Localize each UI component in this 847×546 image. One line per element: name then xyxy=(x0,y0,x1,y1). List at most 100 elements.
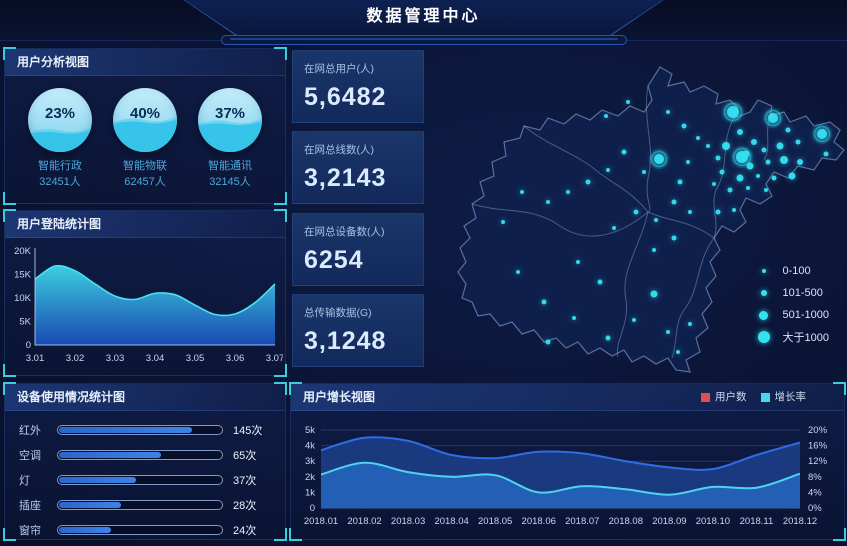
gauge-wave xyxy=(113,116,177,152)
gauge-wave xyxy=(198,118,262,152)
corner-bracket xyxy=(3,364,16,377)
gauge-row: 23% 智能行政 32451人 40% 智能物联 62457人 xyxy=(5,76,285,191)
legend-row: 0-100 xyxy=(757,260,830,282)
svg-text:5k: 5k xyxy=(305,425,315,436)
svg-text:3.02: 3.02 xyxy=(66,353,85,364)
gauge-wave xyxy=(28,127,92,152)
svg-text:3.01: 3.01 xyxy=(26,353,45,364)
svg-text:8%: 8% xyxy=(808,472,822,483)
stat-card-total-data: 总传输数据(G) 3,1248 xyxy=(292,294,424,367)
stat-card-total-lines: 在网总线数(人) 3,2143 xyxy=(292,131,424,204)
device-bar-list: 红外 145次 空调 65次 灯 37次 插座 28次 窗帘 xyxy=(5,411,285,542)
liquid-gauge: 23% xyxy=(28,88,92,152)
header: 数据管理中心 xyxy=(0,0,847,45)
province-bubble-map xyxy=(457,66,845,373)
gauge-label: 智能物联 62457人 xyxy=(123,160,167,188)
liquid-gauge: 40% xyxy=(113,88,177,152)
stat-title: 在网总用户(人) xyxy=(304,63,374,75)
corner-bracket xyxy=(274,192,287,205)
svg-text:2018.01: 2018.01 xyxy=(304,516,338,527)
svg-text:2018.12: 2018.12 xyxy=(783,516,817,527)
stat-title: 总传输数据(G) xyxy=(304,307,372,319)
svg-text:0: 0 xyxy=(310,503,315,514)
svg-text:10K: 10K xyxy=(14,293,32,304)
panel-user-growth: 用户增长视图 用户数 增长率 0 1k 2k 3k 4k 5k 0% 4% 8% 12% 16% 20… xyxy=(289,382,846,541)
svg-text:4%: 4% xyxy=(808,487,822,498)
corner-bracket xyxy=(289,382,302,395)
device-label: 空调 xyxy=(19,449,41,462)
stat-value: 3,1248 xyxy=(304,327,387,355)
gauge-iot: 40% 智能物联 62457人 xyxy=(108,88,182,191)
bar-track xyxy=(57,524,223,535)
svg-text:3.03: 3.03 xyxy=(106,353,125,364)
svg-text:4k: 4k xyxy=(305,441,315,452)
panel-header: 用户增长视图 用户数 增长率 xyxy=(291,384,844,411)
growth-legend: 用户数 增长率 xyxy=(701,384,806,410)
gauge-percent: 37% xyxy=(214,105,246,122)
legend-label: 大于1000 xyxy=(782,332,829,344)
device-bar-row: 灯 37次 xyxy=(19,467,271,492)
legend-row: 大于1000 xyxy=(757,326,830,348)
stat-card-column: 在网总用户(人) 5,6482 在网总线数(人) 3,2143 在网总设备数(人… xyxy=(292,0,424,546)
device-bar-row: 插座 28次 xyxy=(19,492,271,517)
bar-track xyxy=(57,499,223,510)
svg-text:15K: 15K xyxy=(14,270,32,281)
stat-value: 6254 xyxy=(304,246,364,274)
svg-text:20K: 20K xyxy=(14,246,32,257)
svg-text:0%: 0% xyxy=(808,503,822,514)
bar-track xyxy=(57,474,223,485)
svg-text:2018.05: 2018.05 xyxy=(478,516,512,527)
page-title: 数据管理中心 xyxy=(366,8,481,25)
svg-text:2018.07: 2018.07 xyxy=(565,516,599,527)
svg-text:3.07: 3.07 xyxy=(266,353,283,364)
bar-fill xyxy=(59,526,112,533)
svg-text:2018.02: 2018.02 xyxy=(347,516,381,527)
corner-bracket xyxy=(833,382,846,395)
svg-text:2018.04: 2018.04 xyxy=(434,516,468,527)
legend-dot xyxy=(757,331,770,343)
bar-fill xyxy=(59,501,122,508)
bar-fill xyxy=(59,476,137,483)
legend-dot xyxy=(760,290,767,296)
login-area-chart: 0 5K 10K 15K 20K 3.01 3.02 3.03 3.04 3.05 3.06 3.07 xyxy=(14,246,283,364)
legend-label: 501-1000 xyxy=(782,309,830,321)
svg-text:2018.10: 2018.10 xyxy=(696,516,730,527)
panel-title: 设备使用情况统计图 xyxy=(17,390,126,404)
corner-bracket xyxy=(3,47,16,60)
panel-login-stats: 用户登陆统计图 0 5K 10K 15K 20K 3.01 3.02 3.03 3.04 3.05… xyxy=(3,209,287,377)
svg-text:2018.08: 2018.08 xyxy=(609,516,643,527)
legend-row: 501-1000 xyxy=(757,304,830,326)
corner-bracket xyxy=(274,528,287,541)
bar-fill xyxy=(59,451,161,458)
device-value: 145次 xyxy=(233,424,263,437)
svg-text:1k: 1k xyxy=(305,487,315,498)
corner-bracket xyxy=(833,528,846,541)
device-label: 红外 xyxy=(19,424,41,437)
corner-bracket xyxy=(274,364,287,377)
corner-bracket xyxy=(274,382,287,395)
device-value: 65次 xyxy=(233,449,257,462)
legend-item-growth: 增长率 xyxy=(760,384,806,410)
svg-text:0: 0 xyxy=(26,340,31,351)
gauge-admin: 23% 智能行政 32451人 xyxy=(23,88,97,191)
header-decor-bar xyxy=(220,35,627,45)
panel-title: 用户登陆统计图 xyxy=(17,217,102,231)
map-legend: 0-100 101-500 501-1000 大于1000 xyxy=(757,260,830,348)
svg-text:2018.03: 2018.03 xyxy=(391,516,425,527)
corner-bracket xyxy=(3,192,16,205)
gauge-percent: 40% xyxy=(129,105,161,122)
panel-header: 用户分析视图 xyxy=(5,49,285,76)
panel-header: 设备使用情况统计图 xyxy=(5,384,285,411)
legend-label: 0-100 xyxy=(782,265,811,277)
header-title-shape: 数据管理中心 xyxy=(183,0,664,36)
corner-bracket xyxy=(3,528,16,541)
stat-card-total-users: 在网总用户(人) 5,6482 xyxy=(292,50,424,123)
svg-text:3k: 3k xyxy=(305,456,315,467)
panel-title: 用户增长视图 xyxy=(303,390,376,404)
bar-fill xyxy=(59,426,192,433)
map-area: 0-100 101-500 501-1000 大于1000 xyxy=(428,42,847,380)
legend-row: 101-500 xyxy=(757,282,830,304)
svg-text:2018.11: 2018.11 xyxy=(740,516,774,527)
corner-bracket xyxy=(289,528,302,541)
